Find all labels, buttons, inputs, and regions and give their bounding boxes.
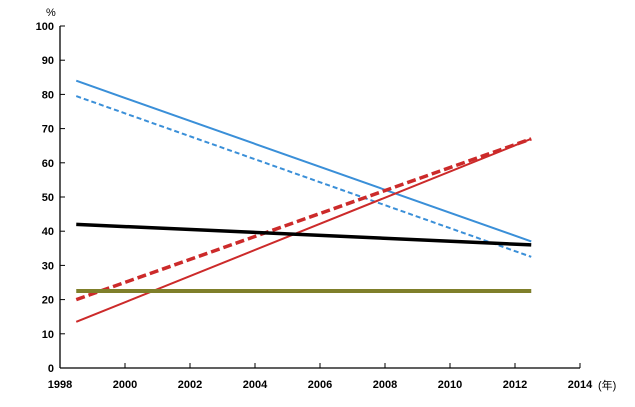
- series-line-5: [76, 222, 532, 247]
- y-tick-label: 100: [36, 21, 54, 33]
- series-line-1: [75, 79, 532, 243]
- y-tick-label: 50: [42, 192, 54, 204]
- y-tick-label: 10: [42, 329, 54, 341]
- x-tick-label: 2014: [568, 379, 593, 391]
- y-tick-label: 20: [42, 295, 54, 307]
- x-tick-label: 2000: [113, 379, 137, 391]
- x-tick-label: 2002: [178, 379, 202, 391]
- y-tick-label: 60: [42, 158, 54, 170]
- x-tick-label: 2012: [503, 379, 527, 391]
- x-tick-label: 2006: [308, 379, 332, 391]
- y-tick-label: 80: [42, 89, 54, 101]
- x-ticks: 1998 2000 2002 2004 2006 2008 2010 2012 2014: [48, 363, 593, 391]
- series-line-2: [75, 95, 532, 258]
- y-tick-label: 30: [42, 260, 54, 272]
- y-ticks: 0 10 20 30 40 50 60 70 80 90 100: [36, 21, 65, 375]
- x-axis-unit: (年): [598, 378, 616, 392]
- x-tick-label: 2004: [243, 379, 268, 391]
- series-layer: [75, 79, 532, 323]
- y-tick-label: 0: [48, 363, 54, 375]
- x-tick-label: 2008: [373, 379, 397, 391]
- x-tick-label: 1998: [48, 379, 72, 391]
- y-tick-label: 40: [42, 226, 54, 238]
- x-tick-label: 2010: [438, 379, 462, 391]
- y-tick-label: 70: [42, 124, 54, 136]
- series-line-4: [75, 137, 532, 302]
- plot-area: [60, 26, 580, 368]
- y-tick-label: 90: [42, 55, 54, 67]
- y-axis-unit: %: [46, 7, 56, 19]
